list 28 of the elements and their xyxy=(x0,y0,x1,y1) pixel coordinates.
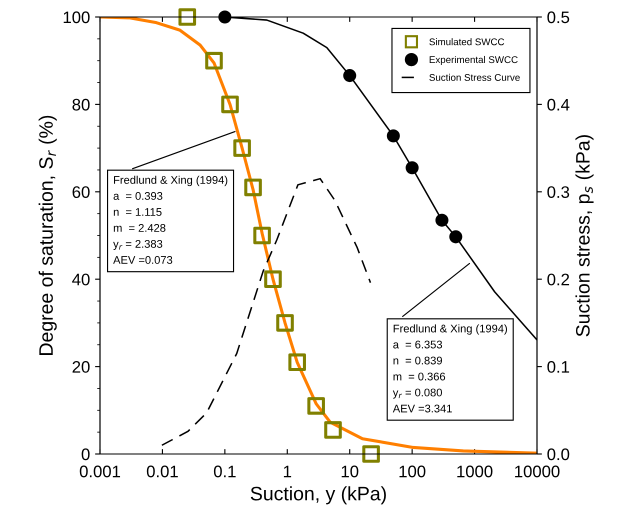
y2-tick-label: 0.2 xyxy=(547,274,570,286)
y2-tick-label: 0.3 xyxy=(547,186,570,198)
y2-tick-label: 0.0 xyxy=(547,448,570,460)
legend-label: Experimental SWCC xyxy=(430,56,518,66)
y2-tick-label: 0.4 xyxy=(547,98,570,111)
x-tick-label: 0.001 xyxy=(80,466,120,478)
y-axis-title: Degree of saturation, S$_{r}$ (%) xyxy=(38,116,57,355)
y2-tick-label: 0.5 xyxy=(547,11,570,24)
x-tick-label: 0.01 xyxy=(146,466,178,478)
x-axis-title: Suction, y (kPa) xyxy=(250,486,386,504)
y-tick-label: 20 xyxy=(72,361,90,373)
y-tick-label: 100 xyxy=(64,11,90,24)
y-tick-label: 80 xyxy=(72,98,90,111)
x-tick-label: 100 xyxy=(400,466,426,478)
annotation: Fredlund & Xing (1994) a = 6.353 n = 0.839 m = 0.366 y$_{r}$ = 0.080 AEV =3.341 xyxy=(392,324,507,412)
x-tick-label: 0.1 xyxy=(214,466,236,478)
annotation: Fredlund & Xing (1994) a = 0.393 n = 1.115 m = 2.428 y$_{r}$ = 2.383 AEV =0.073 xyxy=(113,176,228,264)
x-tick-label: 10000 xyxy=(515,466,560,478)
legend-label: Simulated SWCC xyxy=(429,38,504,46)
x-tick-label: 1000 xyxy=(457,466,492,478)
y2-axis-title: Suction stress, p$_{s}$ (kPa) xyxy=(575,135,594,336)
x-tick-label: 10 xyxy=(342,466,358,478)
x-tick-label: 1 xyxy=(284,466,292,478)
y-tick-label: 60 xyxy=(72,186,90,198)
y-tick-label: 0 xyxy=(82,448,90,460)
legend-label: Suction Stress Curve xyxy=(429,74,520,81)
y2-tick-label: 0.1 xyxy=(547,361,570,373)
y-tick-label: 40 xyxy=(72,274,90,286)
